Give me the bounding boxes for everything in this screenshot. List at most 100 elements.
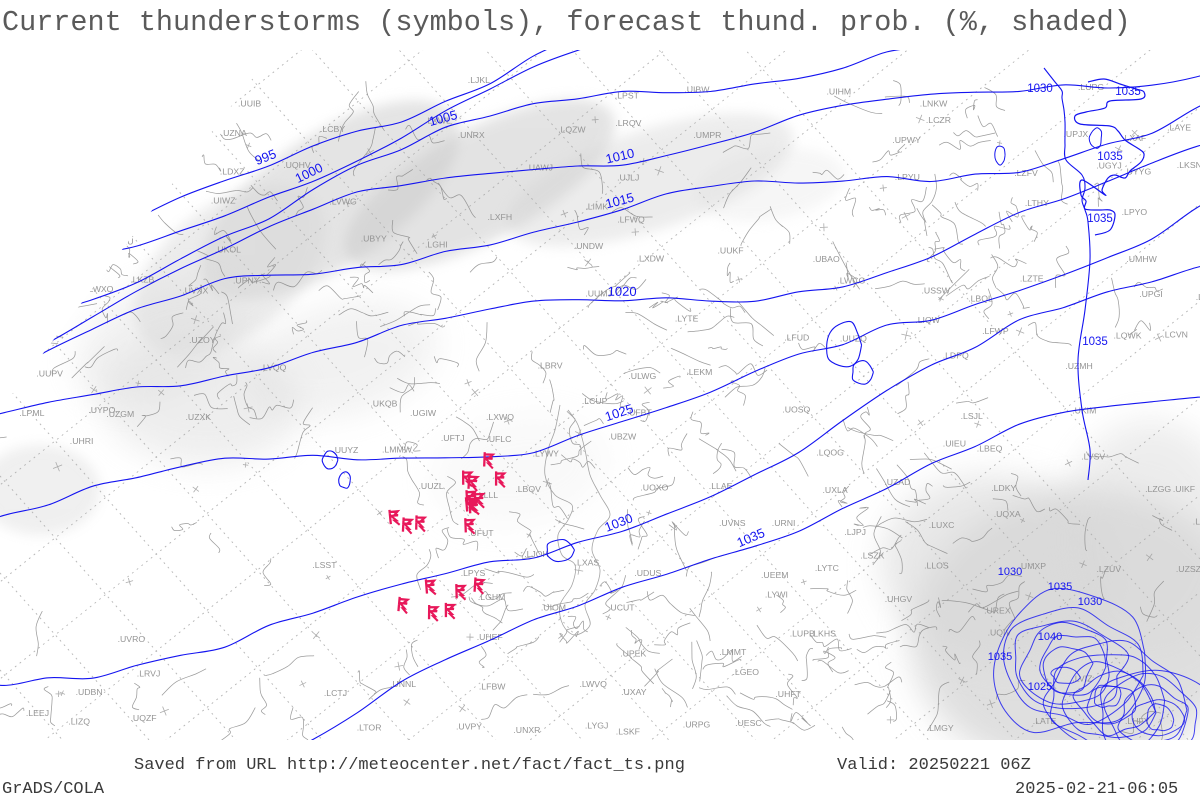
svg-text:.LLOS: .LLOS	[924, 560, 949, 570]
svg-text:.LMMT: .LMMT	[719, 647, 747, 657]
svg-text:.UREX: .UREX	[984, 606, 1011, 616]
svg-text:.UUZL: .UUZL	[419, 481, 444, 491]
svg-text:.UOSQ: .UOSQ	[782, 404, 810, 414]
svg-text:.LBEQ: .LBEQ	[977, 444, 1003, 454]
svg-text:.URNI: .URNI	[772, 518, 796, 528]
svg-text:.LCUP: .LCUP	[582, 396, 608, 406]
svg-text:.UPWY: .UPWY	[892, 135, 921, 145]
svg-text:.LCTJ: .LCTJ	[324, 688, 347, 698]
svg-text:.LAYE: .LAYE	[1167, 123, 1191, 133]
svg-text:.LCZR: .LCZR	[926, 115, 951, 125]
svg-text:.LFUD: .LFUD	[784, 332, 809, 342]
svg-text:.LPML: .LPML	[19, 408, 44, 418]
svg-text:.UYYG: .UYYG	[1124, 166, 1151, 176]
svg-text:1035: 1035	[1097, 151, 1123, 163]
svg-text:.UIKF: .UIKF	[1173, 484, 1195, 494]
svg-text:.LRVJ: .LRVJ	[137, 668, 161, 678]
svg-text:.LRQV: .LRQV	[615, 118, 641, 128]
svg-text:1030: 1030	[1078, 596, 1102, 608]
svg-text:.LGEO: .LGEO	[733, 667, 760, 677]
svg-text:.UOXO: .UOXO	[640, 483, 668, 493]
svg-text:1030: 1030	[1027, 83, 1053, 95]
svg-text:1020: 1020	[608, 284, 637, 299]
svg-text:1025: 1025	[1028, 681, 1052, 693]
svg-text:.UIEU: .UIEU	[943, 439, 966, 449]
svg-text:.UZSZ: .UZSZ	[1176, 564, 1200, 574]
svg-text:.UVPY: .UVPY	[456, 721, 482, 731]
svg-text:.LYWI: .LYWI	[765, 590, 788, 600]
svg-text:.LYTE: .LYTE	[675, 314, 699, 324]
svg-text:1035: 1035	[1115, 86, 1141, 98]
svg-text:.UPGI: .UPGI	[1139, 289, 1163, 299]
svg-text:.UUKF: .UUKF	[718, 246, 744, 256]
svg-text:.UPEK: .UPEK	[620, 649, 646, 659]
svg-text:.LJKL: .LJKL	[468, 75, 490, 85]
svg-text:.UIWZ: .UIWZ	[211, 196, 236, 206]
svg-text:.UBAO: .UBAO	[813, 254, 840, 264]
svg-text:.UNRX: .UNRX	[458, 130, 485, 140]
svg-text:.LMMW: .LMMW	[382, 445, 413, 455]
svg-text:.LEKM: .LEKM	[686, 367, 712, 377]
svg-text:.LEEJ: .LEEJ	[26, 708, 49, 718]
svg-text:.LIZQ: .LIZQ	[68, 717, 90, 727]
svg-text:.UVRO: .UVRO	[118, 634, 146, 644]
svg-text:.UVNS: .UVNS	[719, 518, 746, 528]
svg-text:.UZMH: .UZMH	[1065, 361, 1093, 371]
svg-text:.LSZK: .LSZK	[860, 550, 884, 560]
svg-text:.UZAD: .UZAD	[884, 477, 910, 487]
svg-text:.UQXA: .UQXA	[994, 509, 1021, 519]
svg-text:.UUYZ: .UUYZ	[332, 445, 359, 455]
svg-text:.UPJX: .UPJX	[1064, 129, 1089, 139]
svg-text:.LXFH: .LXFH	[488, 212, 513, 222]
svg-text:.LPYS: .LPYS	[461, 568, 486, 578]
svg-text:.LBGQ: .LBGQ	[1196, 292, 1200, 302]
svg-text:.LFBW: .LFBW	[479, 681, 506, 691]
svg-text:.UZGM: .UZGM	[106, 409, 134, 419]
svg-text:.LXAS: .LXAS	[575, 558, 600, 568]
svg-text:.UIHM: .UIHM	[827, 87, 852, 97]
svg-text:.UNXR: .UNXR	[513, 725, 540, 735]
svg-text:.UESC: .UESC	[735, 718, 762, 728]
svg-text:.LYTC: .LYTC	[815, 563, 839, 573]
svg-text:.UZNA: .UZNA	[221, 128, 247, 138]
svg-text:.LZGG: .LZGG	[1145, 484, 1171, 494]
svg-text:.USSW: .USSW	[922, 285, 951, 295]
svg-text:1035: 1035	[1087, 213, 1113, 225]
svg-text:.UAWJ: .UAWJ	[526, 162, 553, 172]
svg-text:.LDKY: .LDKY	[991, 483, 1016, 493]
svg-text:1035: 1035	[1048, 581, 1072, 593]
svg-text:.LQWK: .LQWK	[1114, 330, 1142, 340]
svg-text:.LXDW: .LXDW	[637, 254, 665, 264]
svg-text:.UFTJ: .UFTJ	[441, 433, 465, 443]
svg-text:.LVWG: .LVWG	[329, 196, 357, 206]
svg-text:1035: 1035	[1082, 336, 1108, 348]
svg-text:.LCVN: .LCVN	[1162, 329, 1188, 339]
svg-text:.ULWG: .ULWG	[628, 371, 656, 381]
svg-text:.UMHW: .UMHW	[1126, 254, 1157, 264]
svg-text:.LQZW: .LQZW	[558, 125, 586, 135]
svg-text:.LSST: .LSST	[312, 560, 337, 570]
svg-text:.LUXC: .LUXC	[929, 520, 955, 530]
svg-text:.UKQB: .UKQB	[370, 398, 397, 408]
svg-text:1035: 1035	[988, 651, 1012, 663]
svg-text:.LFWQ: .LFWQ	[617, 214, 645, 224]
svg-text:.LLAE: .LLAE	[709, 481, 733, 491]
svg-text:.UDBN: .UDBN	[76, 687, 103, 697]
svg-text:.LMGY: .LMGY	[927, 723, 954, 733]
svg-text:.UMPR: .UMPR	[693, 130, 721, 140]
svg-text:.LQOG: .LQOG	[816, 447, 844, 457]
svg-text:.LBQV: .LBQV	[515, 484, 541, 494]
svg-text:.URPG: .URPG	[683, 720, 711, 730]
svg-text:.UZXK: .UZXK	[186, 412, 212, 422]
svg-text:.UBYY: .UBYY	[361, 234, 387, 244]
svg-text:.UJLJ: .UJLJ	[617, 173, 639, 183]
svg-text:.UHRI: .UHRI	[70, 436, 94, 446]
svg-text:.UBZW: .UBZW	[608, 431, 637, 441]
svg-text:.UFLC: .UFLC	[486, 434, 511, 444]
svg-text:.UHGV: .UHGV	[885, 594, 913, 604]
svg-text:1030: 1030	[998, 566, 1022, 578]
svg-text:1040: 1040	[1038, 631, 1062, 643]
svg-text:.UEEM: .UEEM	[761, 570, 789, 580]
svg-text:.LIQW: .LIQW	[915, 315, 940, 325]
svg-text:.LJPJ: .LJPJ	[844, 527, 866, 537]
